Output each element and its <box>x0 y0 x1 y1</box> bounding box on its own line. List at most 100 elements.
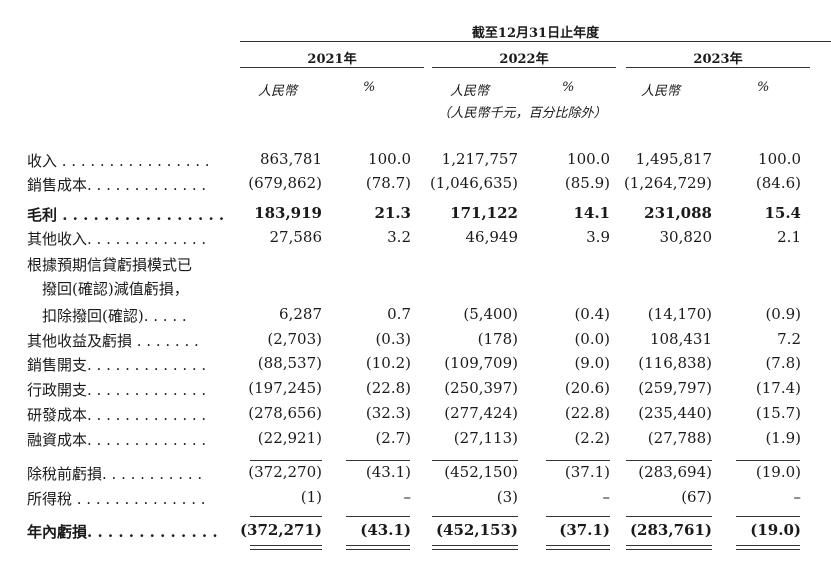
row-value: – <box>403 488 412 506</box>
double-underline <box>626 545 712 550</box>
total-rule <box>432 516 518 517</box>
row-label: 研發成本. . . . . . . . . . . . . <box>27 406 207 424</box>
row-value: 863,781 <box>259 150 322 168</box>
row-value: (78.7) <box>365 174 411 192</box>
row-value: (43.1) <box>365 463 411 481</box>
row-label: 年內虧損. . . . . . . . . . . . . <box>27 523 218 541</box>
row-label: 其他收益及虧損 . . . . . . . <box>27 332 199 350</box>
percent-label-2023: % <box>757 80 770 95</box>
row-value: (259,797) <box>638 379 712 397</box>
row-value: (372,271) <box>239 521 322 539</box>
row-value: (178) <box>477 330 518 348</box>
year-2021-heading: 2021年 <box>307 52 357 67</box>
row-value: (116,838) <box>638 354 712 372</box>
percent-label-2022: % <box>562 80 575 95</box>
row-value: (14,170) <box>647 305 712 323</box>
row-value: (37.1) <box>564 463 610 481</box>
row-label: 除稅前虧損. . . . . . . . . . . <box>27 465 203 483</box>
row-value: 231,088 <box>644 204 712 222</box>
subtotal-rule <box>736 460 800 461</box>
subtotal-rule <box>432 460 518 461</box>
row-value: (0.4) <box>574 305 610 323</box>
row-value: (3) <box>496 488 518 506</box>
row-value: 171,122 <box>450 204 518 222</box>
row-value: (5,400) <box>463 305 518 323</box>
subtotal-rule <box>626 460 712 461</box>
row-value: (19.0) <box>750 521 801 539</box>
period-rule <box>240 41 831 42</box>
row-value: (15.7) <box>755 404 801 422</box>
row-label: 根據預期信貸虧損模式已 <box>27 256 193 274</box>
double-underline <box>346 545 410 550</box>
row-value: 15.4 <box>764 204 801 222</box>
unit-note: （人民幣千元，百分比除外） <box>437 106 607 121</box>
row-value: 1,495,817 <box>635 150 712 168</box>
row-value: (1,046,635) <box>429 174 518 192</box>
row-value: (27,788) <box>647 429 712 447</box>
row-value: (452,150) <box>444 463 518 481</box>
row-value: (283,761) <box>629 521 712 539</box>
row-label: 扣除撥回(確認). . . . . <box>27 307 187 325</box>
row-value: 100.0 <box>758 150 801 168</box>
row-value: (22.8) <box>365 379 411 397</box>
double-underline <box>736 545 800 550</box>
row-value: (84.6) <box>755 174 801 192</box>
double-underline <box>250 545 322 550</box>
row-value: (67) <box>681 488 712 506</box>
period-heading: 截至12月31日止年度 <box>471 26 600 41</box>
total-rule <box>250 516 322 517</box>
row-label: 銷售成本. . . . . . . . . . . . . <box>27 176 207 194</box>
row-value: (679,862) <box>248 174 322 192</box>
row-value: (88,537) <box>257 354 322 372</box>
row-value: (2.2) <box>574 429 610 447</box>
row-value: (278,656) <box>248 404 322 422</box>
total-rule <box>546 516 610 517</box>
row-value: 7.2 <box>777 330 801 348</box>
row-value: (22.8) <box>564 404 610 422</box>
row-value: 6,287 <box>279 305 322 323</box>
row-value: – <box>602 488 611 506</box>
row-label: 行政開支. . . . . . . . . . . . . <box>27 381 207 399</box>
total-rule <box>736 516 800 517</box>
total-rule <box>626 516 712 517</box>
row-value: (1) <box>300 488 322 506</box>
row-value: (2.7) <box>375 429 411 447</box>
row-label: 其他收入. . . . . . . . . . . . . <box>27 230 207 248</box>
total-rule <box>346 516 410 517</box>
row-value: (452,153) <box>435 521 518 539</box>
row-value: 0.7 <box>387 305 411 323</box>
currency-label-2021: 人民幣 <box>258 84 298 99</box>
row-value: (2,703) <box>267 330 322 348</box>
double-underline <box>546 545 610 550</box>
row-value: 27,586 <box>269 228 323 246</box>
row-value: 2.1 <box>777 228 801 246</box>
row-value: (197,245) <box>248 379 322 397</box>
currency-label-2022: 人民幣 <box>450 84 490 99</box>
year-2023-rule <box>626 67 810 68</box>
subtotal-rule <box>250 460 322 461</box>
subtotal-rule <box>546 460 610 461</box>
row-value: 46,949 <box>465 228 519 246</box>
row-value: (22,921) <box>257 429 322 447</box>
row-value: (7.8) <box>765 354 801 372</box>
row-value: 100.0 <box>368 150 411 168</box>
row-label: 收入 . . . . . . . . . . . . . . . . <box>27 152 210 170</box>
row-value: (9.0) <box>574 354 610 372</box>
year-2023-heading: 2023年 <box>693 52 743 67</box>
subtotal-rule <box>346 460 410 461</box>
row-value: 100.0 <box>567 150 610 168</box>
row-label: 融資成本. . . . . . . . . . . . . <box>27 431 207 449</box>
row-value: (37.1) <box>559 521 610 539</box>
row-value: 108,431 <box>649 330 712 348</box>
row-value: (19.0) <box>755 463 801 481</box>
row-label: 所得稅 . . . . . . . . . . . . . . <box>27 490 206 508</box>
row-value: (0.0) <box>574 330 610 348</box>
percent-label-2021: % <box>363 80 376 95</box>
year-2022-heading: 2022年 <box>499 52 549 67</box>
row-value: 3.2 <box>387 228 411 246</box>
row-value: (32.3) <box>365 404 411 422</box>
row-value: 183,919 <box>254 204 322 222</box>
row-label: 毛利 . . . . . . . . . . . . . . . . <box>27 206 225 224</box>
row-value: (0.3) <box>375 330 411 348</box>
row-label: 銷售開支. . . . . . . . . . . . . <box>27 356 207 374</box>
